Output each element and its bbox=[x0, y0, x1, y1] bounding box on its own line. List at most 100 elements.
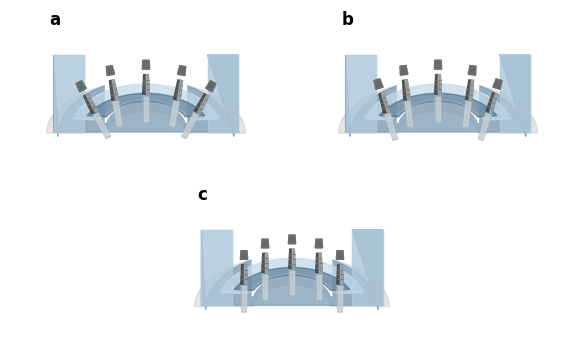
Polygon shape bbox=[365, 84, 511, 120]
Polygon shape bbox=[493, 79, 502, 89]
Polygon shape bbox=[336, 251, 343, 259]
Polygon shape bbox=[77, 81, 86, 92]
Polygon shape bbox=[289, 269, 295, 296]
Polygon shape bbox=[112, 80, 119, 100]
Polygon shape bbox=[201, 230, 232, 305]
Polygon shape bbox=[207, 55, 238, 132]
Polygon shape bbox=[112, 99, 123, 128]
Polygon shape bbox=[241, 265, 248, 284]
Polygon shape bbox=[77, 81, 86, 92]
Polygon shape bbox=[346, 55, 377, 132]
Polygon shape bbox=[288, 235, 296, 244]
Polygon shape bbox=[336, 265, 343, 284]
Polygon shape bbox=[92, 111, 110, 139]
Polygon shape bbox=[47, 81, 245, 133]
Polygon shape bbox=[337, 284, 343, 312]
Polygon shape bbox=[143, 94, 149, 123]
Polygon shape bbox=[379, 93, 497, 117]
Polygon shape bbox=[434, 60, 442, 69]
Polygon shape bbox=[206, 81, 215, 92]
Polygon shape bbox=[288, 249, 296, 269]
Polygon shape bbox=[182, 111, 200, 139]
Polygon shape bbox=[315, 239, 322, 248]
Polygon shape bbox=[463, 99, 472, 128]
Polygon shape bbox=[436, 96, 440, 121]
Polygon shape bbox=[340, 265, 343, 284]
Polygon shape bbox=[405, 102, 412, 126]
Polygon shape bbox=[73, 84, 219, 120]
Polygon shape bbox=[336, 251, 343, 259]
Polygon shape bbox=[352, 230, 383, 305]
Polygon shape bbox=[288, 235, 296, 244]
Polygon shape bbox=[147, 75, 150, 94]
Polygon shape bbox=[54, 55, 85, 132]
Polygon shape bbox=[206, 81, 215, 92]
Text: b: b bbox=[341, 11, 353, 29]
Polygon shape bbox=[493, 79, 502, 89]
Polygon shape bbox=[381, 93, 390, 112]
Polygon shape bbox=[385, 114, 397, 138]
Polygon shape bbox=[177, 80, 183, 100]
Text: c: c bbox=[197, 186, 207, 205]
Polygon shape bbox=[109, 80, 119, 100]
Polygon shape bbox=[244, 265, 248, 284]
Polygon shape bbox=[317, 275, 321, 298]
Polygon shape bbox=[293, 249, 296, 269]
Polygon shape bbox=[478, 112, 492, 140]
Polygon shape bbox=[201, 230, 383, 310]
Polygon shape bbox=[262, 253, 269, 273]
Polygon shape bbox=[87, 93, 205, 117]
Polygon shape bbox=[365, 84, 511, 120]
Polygon shape bbox=[384, 112, 398, 140]
Polygon shape bbox=[262, 239, 269, 248]
Polygon shape bbox=[262, 239, 269, 248]
Polygon shape bbox=[220, 258, 364, 294]
Polygon shape bbox=[262, 273, 268, 301]
Polygon shape bbox=[197, 95, 208, 114]
Polygon shape bbox=[86, 94, 98, 112]
Polygon shape bbox=[316, 273, 322, 301]
Polygon shape bbox=[106, 0, 186, 122]
Polygon shape bbox=[73, 84, 219, 120]
Polygon shape bbox=[84, 94, 98, 114]
Polygon shape bbox=[434, 60, 442, 69]
Polygon shape bbox=[464, 102, 471, 126]
Polygon shape bbox=[404, 99, 413, 128]
Polygon shape bbox=[338, 286, 342, 310]
Polygon shape bbox=[499, 55, 530, 132]
Polygon shape bbox=[400, 65, 408, 75]
Polygon shape bbox=[169, 99, 180, 128]
Polygon shape bbox=[241, 251, 248, 259]
Polygon shape bbox=[194, 94, 208, 114]
Polygon shape bbox=[142, 75, 150, 94]
Polygon shape bbox=[173, 80, 183, 100]
Polygon shape bbox=[183, 113, 198, 137]
Polygon shape bbox=[315, 253, 322, 273]
Polygon shape bbox=[242, 286, 246, 310]
Polygon shape bbox=[106, 66, 114, 75]
Polygon shape bbox=[170, 102, 179, 126]
Polygon shape bbox=[479, 114, 491, 138]
Text: a: a bbox=[49, 11, 60, 29]
Polygon shape bbox=[178, 66, 186, 75]
Polygon shape bbox=[290, 271, 294, 294]
Polygon shape bbox=[346, 55, 377, 132]
Polygon shape bbox=[315, 239, 322, 248]
Polygon shape bbox=[94, 113, 109, 137]
Polygon shape bbox=[201, 230, 232, 305]
Polygon shape bbox=[374, 79, 383, 89]
Polygon shape bbox=[400, 65, 408, 75]
Polygon shape bbox=[439, 75, 442, 94]
Polygon shape bbox=[142, 60, 150, 69]
Polygon shape bbox=[405, 80, 411, 100]
Polygon shape bbox=[435, 94, 441, 123]
Polygon shape bbox=[379, 93, 390, 113]
Polygon shape bbox=[352, 230, 383, 305]
Polygon shape bbox=[54, 55, 238, 136]
Polygon shape bbox=[402, 80, 411, 100]
Polygon shape bbox=[468, 65, 476, 75]
Polygon shape bbox=[144, 96, 148, 121]
Polygon shape bbox=[486, 93, 497, 113]
Polygon shape bbox=[398, 0, 478, 122]
Polygon shape bbox=[434, 75, 442, 94]
